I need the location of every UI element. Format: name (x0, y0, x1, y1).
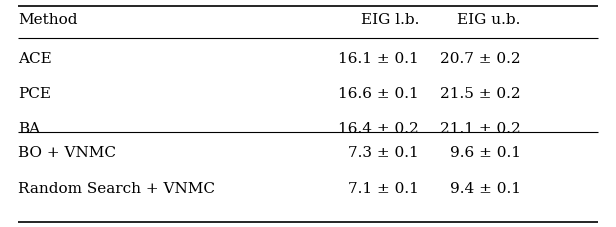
Text: 7.1 ± 0.1: 7.1 ± 0.1 (348, 181, 419, 195)
Text: 16.1 ± 0.1: 16.1 ± 0.1 (338, 52, 419, 65)
Text: EIG u.b.: EIG u.b. (457, 13, 521, 27)
Text: 9.6 ± 0.1: 9.6 ± 0.1 (450, 146, 521, 160)
Text: 21.5 ± 0.2: 21.5 ± 0.2 (440, 87, 521, 101)
Text: 16.4 ± 0.2: 16.4 ± 0.2 (338, 122, 419, 136)
Text: Method: Method (18, 13, 78, 27)
Text: 21.1 ± 0.2: 21.1 ± 0.2 (440, 122, 521, 136)
Text: 7.3 ± 0.1: 7.3 ± 0.1 (348, 146, 419, 160)
Text: ACE: ACE (18, 52, 52, 65)
Text: 16.6 ± 0.1: 16.6 ± 0.1 (338, 87, 419, 101)
Text: PCE: PCE (18, 87, 52, 101)
Text: BO + VNMC: BO + VNMC (18, 146, 116, 160)
Text: Random Search + VNMC: Random Search + VNMC (18, 181, 216, 195)
Text: 20.7 ± 0.2: 20.7 ± 0.2 (440, 52, 521, 65)
Text: 9.4 ± 0.1: 9.4 ± 0.1 (450, 181, 521, 195)
Text: BA: BA (18, 122, 41, 136)
Text: EIG l.b.: EIG l.b. (360, 13, 419, 27)
